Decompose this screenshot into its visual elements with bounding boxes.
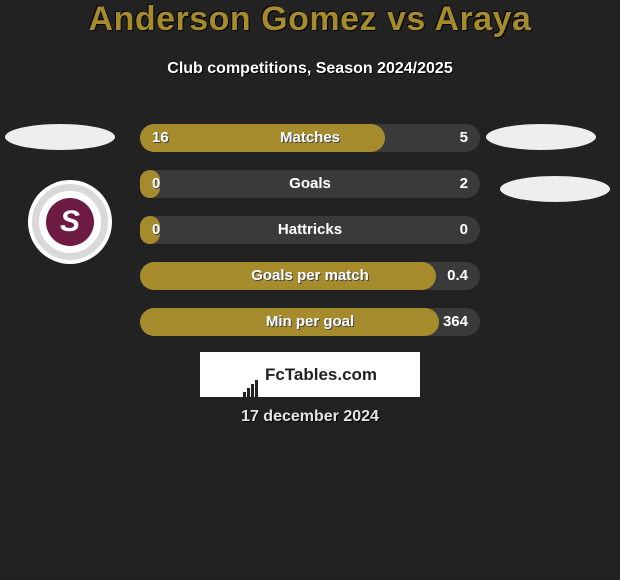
stat-right-value: 5	[460, 124, 468, 152]
stat-label: Matches	[140, 124, 480, 152]
stat-row: 16 Matches 5	[140, 124, 480, 152]
stat-label: Goals per match	[140, 262, 480, 290]
stat-right-value: 2	[460, 170, 468, 198]
club-logo-letter: S	[46, 198, 94, 246]
page-title: Anderson Gomez vs Araya	[0, 0, 620, 39]
stat-label: Goals	[140, 170, 480, 198]
club-oval	[5, 124, 115, 150]
club-logo-left: S	[28, 180, 112, 264]
stat-label: Min per goal	[140, 308, 480, 336]
stat-row: 0 Goals 2	[140, 170, 480, 198]
stat-row: Goals per match 0.4	[140, 262, 480, 290]
date-text: 17 december 2024	[0, 408, 620, 426]
stat-right-value: 0	[460, 216, 468, 244]
stat-right-value: 0.4	[447, 262, 468, 290]
stat-label: Hattricks	[140, 216, 480, 244]
stat-right-value: 364	[443, 308, 468, 336]
comparison-infographic: Anderson Gomez vs Araya Club competition…	[0, 0, 620, 580]
stat-row: Min per goal 364	[140, 308, 480, 336]
source-watermark: FcTables.com	[200, 352, 420, 397]
club-oval	[486, 124, 596, 150]
page-subtitle: Club competitions, Season 2024/2025	[0, 60, 620, 78]
watermark-text: FcTables.com	[265, 365, 377, 384]
chart-icon	[243, 353, 259, 398]
club-oval	[500, 176, 610, 202]
stat-row: 0 Hattricks 0	[140, 216, 480, 244]
